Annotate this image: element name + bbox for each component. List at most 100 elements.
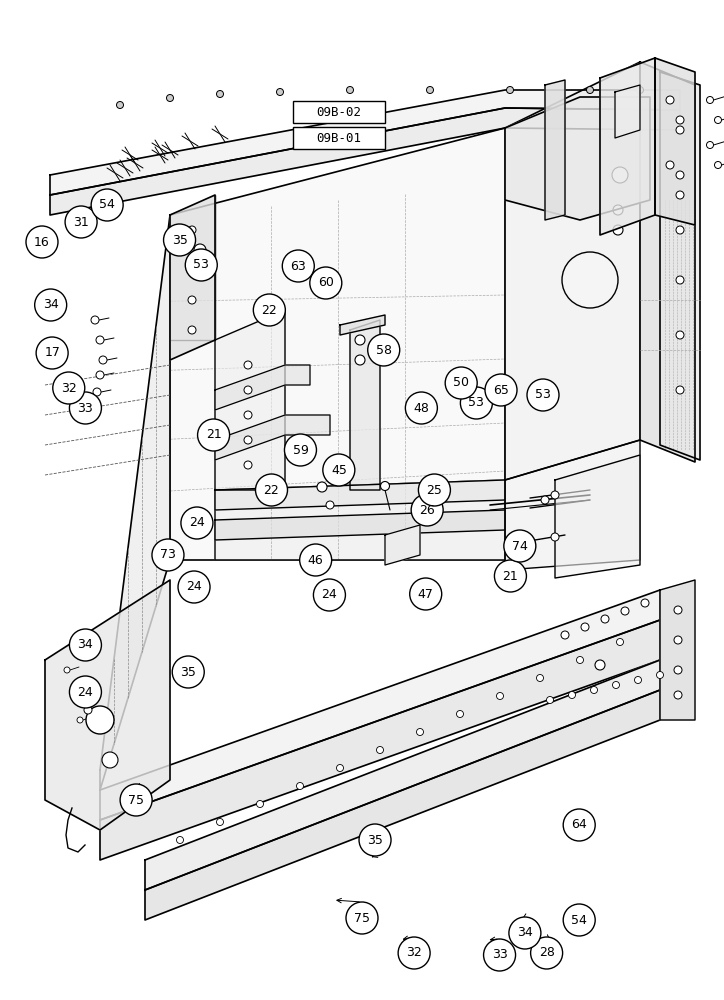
Circle shape <box>36 337 68 369</box>
Polygon shape <box>640 62 695 462</box>
Text: 24: 24 <box>189 516 205 530</box>
Text: 50: 50 <box>453 376 469 389</box>
Circle shape <box>551 491 559 499</box>
Circle shape <box>346 902 378 934</box>
Text: 21: 21 <box>206 428 222 442</box>
Text: 75: 75 <box>128 794 144 806</box>
Circle shape <box>376 746 384 754</box>
Polygon shape <box>555 455 640 578</box>
Circle shape <box>568 692 576 698</box>
Circle shape <box>64 667 70 673</box>
Circle shape <box>194 244 206 256</box>
Circle shape <box>504 530 536 562</box>
Circle shape <box>244 361 252 369</box>
Circle shape <box>457 710 463 718</box>
Text: 33: 33 <box>77 401 93 414</box>
Circle shape <box>674 606 682 614</box>
Circle shape <box>188 296 196 304</box>
Circle shape <box>586 87 594 94</box>
Circle shape <box>35 289 67 321</box>
Text: 24: 24 <box>186 580 202 593</box>
Circle shape <box>99 356 107 364</box>
Circle shape <box>551 533 559 541</box>
Circle shape <box>426 87 434 94</box>
Polygon shape <box>350 320 380 490</box>
Circle shape <box>707 97 713 104</box>
Polygon shape <box>145 690 660 920</box>
Circle shape <box>561 631 569 639</box>
Circle shape <box>297 782 303 790</box>
Circle shape <box>244 411 252 419</box>
Circle shape <box>102 752 118 768</box>
Circle shape <box>507 87 513 94</box>
Circle shape <box>613 682 620 688</box>
Polygon shape <box>215 365 310 410</box>
Circle shape <box>547 696 554 704</box>
Text: 32: 32 <box>406 946 422 960</box>
Circle shape <box>613 205 623 215</box>
Circle shape <box>674 691 682 699</box>
Text: 64: 64 <box>571 818 587 832</box>
Circle shape <box>96 336 104 344</box>
Circle shape <box>244 461 252 469</box>
Circle shape <box>70 629 101 661</box>
Circle shape <box>91 316 99 324</box>
Circle shape <box>595 660 605 670</box>
Circle shape <box>317 482 327 492</box>
Polygon shape <box>170 195 215 360</box>
Circle shape <box>188 226 196 234</box>
Circle shape <box>277 89 284 96</box>
Text: 34: 34 <box>517 926 533 940</box>
Circle shape <box>405 392 437 424</box>
Circle shape <box>355 335 365 345</box>
Text: 26: 26 <box>419 504 435 516</box>
Text: 53: 53 <box>193 258 209 271</box>
Text: 53: 53 <box>535 388 551 401</box>
Polygon shape <box>660 72 700 460</box>
Text: 35: 35 <box>367 834 383 846</box>
Polygon shape <box>600 58 655 235</box>
Circle shape <box>120 784 152 816</box>
Circle shape <box>445 367 477 399</box>
Circle shape <box>676 116 684 124</box>
Circle shape <box>178 571 210 603</box>
Circle shape <box>164 224 195 256</box>
Text: 73: 73 <box>160 548 176 562</box>
Circle shape <box>563 809 595 841</box>
Circle shape <box>541 496 549 504</box>
Circle shape <box>676 386 684 394</box>
Circle shape <box>253 294 285 326</box>
Circle shape <box>398 937 430 969</box>
Circle shape <box>216 818 224 826</box>
Circle shape <box>621 607 629 615</box>
Circle shape <box>26 226 58 258</box>
FancyBboxPatch shape <box>292 127 385 149</box>
Polygon shape <box>100 620 660 860</box>
Polygon shape <box>145 660 660 890</box>
Text: 58: 58 <box>376 344 392 357</box>
Text: 32: 32 <box>61 381 77 394</box>
Circle shape <box>591 686 597 694</box>
Circle shape <box>494 560 526 592</box>
Circle shape <box>562 252 618 308</box>
Text: 63: 63 <box>290 259 306 272</box>
Circle shape <box>418 474 450 506</box>
Text: 24: 24 <box>321 588 337 601</box>
Text: 09B-01: 09B-01 <box>316 131 361 144</box>
Polygon shape <box>100 590 660 820</box>
Circle shape <box>326 501 334 509</box>
Circle shape <box>70 392 101 424</box>
Text: 17: 17 <box>44 347 60 360</box>
Text: 74: 74 <box>512 540 528 552</box>
Circle shape <box>70 676 101 708</box>
Circle shape <box>636 87 644 94</box>
Circle shape <box>300 544 332 576</box>
Circle shape <box>256 474 287 506</box>
Circle shape <box>152 539 184 571</box>
Circle shape <box>370 340 380 350</box>
Text: 48: 48 <box>413 401 429 414</box>
Text: 21: 21 <box>502 570 518 582</box>
Circle shape <box>527 379 559 411</box>
Circle shape <box>77 717 83 723</box>
Circle shape <box>359 824 391 856</box>
